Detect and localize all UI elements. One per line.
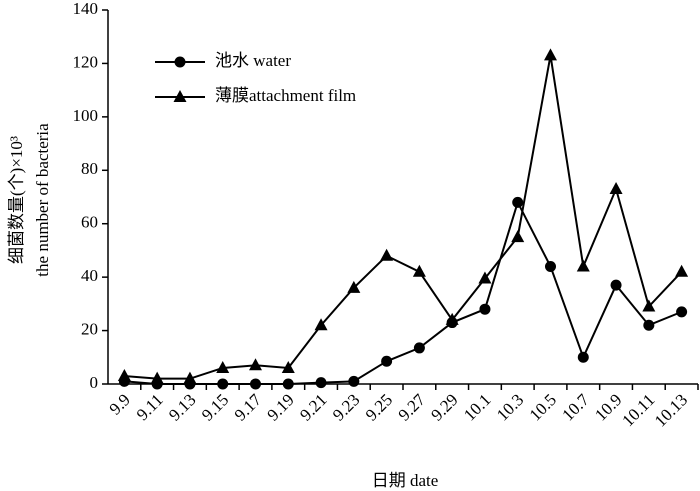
point: [250, 378, 261, 390]
y-axis-label: 细菌数量(个)×10³: [7, 136, 26, 264]
x-axis-label: 日期 date: [372, 471, 439, 490]
point: [381, 355, 393, 367]
point: [642, 299, 656, 312]
x-tick-label: 9.15: [198, 390, 232, 424]
point: [610, 279, 622, 291]
x-tick-label: 9.27: [395, 390, 430, 425]
x-tick-label: 9.9: [106, 390, 134, 418]
point: [675, 264, 689, 277]
x-tick-label: 9.13: [165, 390, 199, 424]
y-axis-label: the number of bacteria: [33, 123, 52, 277]
point: [412, 264, 426, 277]
x-tick-label: 9.17: [231, 390, 266, 425]
point: [183, 371, 197, 384]
point: [216, 360, 230, 373]
point: [609, 181, 623, 194]
y-tick-label: 100: [73, 106, 99, 125]
x-tick-label: 10.13: [651, 390, 691, 430]
point: [249, 358, 262, 371]
y-tick-label: 20: [81, 319, 98, 338]
legend-label: 薄膜attachment film: [215, 86, 356, 105]
point: [380, 248, 394, 261]
x-tick-label: 9.19: [263, 390, 297, 424]
y-tick-label: 80: [81, 159, 98, 178]
legend-marker: [173, 90, 187, 102]
legend-marker: [174, 56, 186, 68]
y-tick-label: 40: [81, 266, 98, 285]
point: [413, 342, 425, 354]
y-tick-label: 140: [73, 0, 99, 18]
point: [217, 378, 229, 390]
point: [544, 48, 557, 61]
x-tick-label: 9.11: [133, 390, 167, 424]
x-tick-label: 9.29: [427, 390, 461, 424]
point: [676, 306, 688, 318]
series-line: [124, 55, 683, 380]
point: [117, 368, 131, 381]
point: [150, 371, 164, 384]
y-tick-label: 120: [73, 52, 99, 71]
x-tick-label: 10.11: [618, 390, 658, 430]
point: [281, 360, 295, 373]
x-tick-label: 9.23: [329, 390, 363, 424]
point: [577, 351, 589, 363]
x-tick-label: 10.7: [558, 390, 593, 425]
legend-label: 池水 water: [215, 51, 291, 70]
point: [315, 377, 327, 389]
x-tick-label: 9.21: [296, 390, 330, 424]
point: [511, 230, 525, 243]
point: [478, 271, 492, 284]
point: [643, 319, 655, 331]
point: [576, 259, 590, 272]
point: [445, 312, 459, 325]
point: [545, 260, 556, 272]
point: [314, 318, 328, 331]
point: [512, 196, 524, 208]
point: [348, 375, 360, 387]
x-tick-label: 9.25: [362, 390, 396, 424]
x-tick-label: 10.1: [460, 390, 494, 424]
y-tick-label: 60: [81, 213, 98, 232]
x-tick-label: 10.5: [526, 390, 560, 424]
point: [479, 303, 491, 315]
point: [347, 280, 361, 293]
y-tick-label: 0: [90, 373, 99, 392]
point: [282, 378, 294, 390]
x-tick-label: 10.3: [493, 390, 527, 424]
